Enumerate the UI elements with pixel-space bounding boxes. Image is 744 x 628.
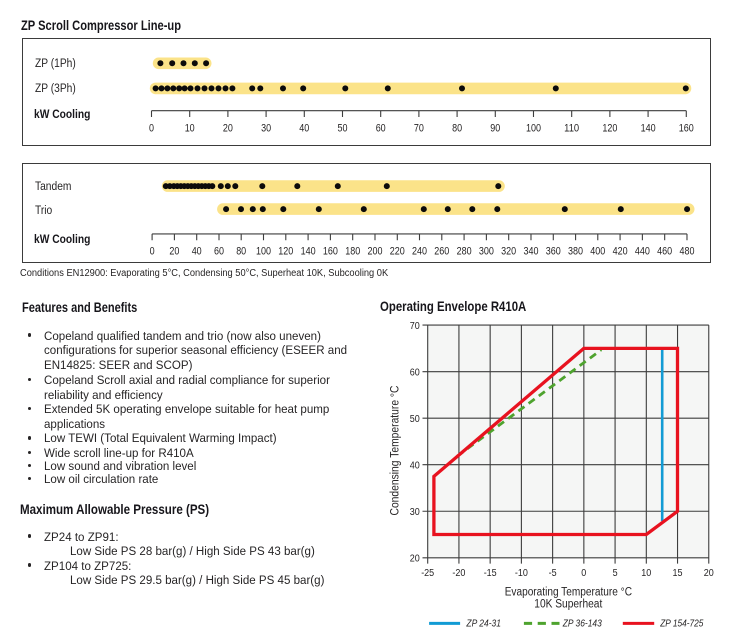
- svg-text:10: 10: [641, 568, 651, 579]
- svg-text:180: 180: [345, 246, 360, 258]
- svg-text:0: 0: [150, 246, 155, 258]
- svg-text:ZP 36-143: ZP 36-143: [562, 619, 602, 628]
- svg-text:460: 460: [657, 246, 672, 258]
- svg-text:0: 0: [581, 568, 586, 579]
- svg-text:160: 160: [323, 246, 338, 258]
- svg-text:140: 140: [301, 246, 316, 258]
- svg-text:ZP 24-31: ZP 24-31: [466, 619, 501, 628]
- svg-text:ZP 154-725: ZP 154-725: [659, 619, 703, 628]
- svg-text:120: 120: [603, 122, 618, 134]
- svg-text:420: 420: [613, 246, 628, 258]
- svg-text:60: 60: [214, 246, 224, 258]
- svg-text:140: 140: [641, 122, 656, 134]
- svg-text:40: 40: [192, 246, 202, 258]
- svg-text:0: 0: [149, 122, 154, 134]
- svg-text:30: 30: [261, 122, 271, 134]
- svg-text:60: 60: [376, 122, 386, 134]
- svg-text:Condensing Temperature °C: Condensing Temperature °C: [390, 386, 402, 516]
- svg-text:-20: -20: [452, 568, 465, 579]
- svg-text:-10: -10: [515, 568, 528, 579]
- svg-text:340: 340: [524, 246, 539, 258]
- svg-text:20: 20: [223, 122, 233, 134]
- svg-text:50: 50: [338, 122, 348, 134]
- svg-text:20: 20: [410, 554, 420, 565]
- svg-text:110: 110: [564, 122, 579, 134]
- svg-text:440: 440: [635, 246, 650, 258]
- svg-text:10: 10: [185, 122, 195, 134]
- svg-text:320: 320: [501, 246, 516, 258]
- svg-text:360: 360: [546, 246, 561, 258]
- svg-text:50: 50: [410, 414, 420, 425]
- svg-text:200: 200: [368, 246, 383, 258]
- svg-text:5: 5: [613, 568, 618, 579]
- svg-text:Evaporating Temperature °C: Evaporating Temperature °C: [505, 586, 632, 598]
- svg-text:480: 480: [680, 246, 695, 258]
- svg-text:10K Superheat: 10K Superheat: [534, 599, 603, 611]
- svg-text:-15: -15: [484, 568, 497, 579]
- svg-text:400: 400: [590, 246, 605, 258]
- svg-text:-25: -25: [421, 568, 434, 579]
- svg-text:70: 70: [410, 321, 420, 332]
- svg-text:15: 15: [673, 568, 683, 579]
- svg-text:30: 30: [410, 507, 420, 518]
- svg-text:20: 20: [170, 246, 180, 258]
- svg-text:220: 220: [390, 246, 405, 258]
- svg-text:100: 100: [256, 246, 271, 258]
- svg-text:80: 80: [236, 246, 246, 258]
- svg-text:260: 260: [434, 246, 449, 258]
- svg-text:100: 100: [526, 122, 541, 134]
- svg-text:60: 60: [410, 367, 420, 378]
- svg-text:240: 240: [412, 246, 427, 258]
- svg-text:-5: -5: [549, 568, 557, 579]
- svg-text:300: 300: [479, 246, 494, 258]
- svg-text:120: 120: [278, 246, 293, 258]
- svg-text:20: 20: [704, 568, 714, 579]
- svg-text:90: 90: [490, 122, 500, 134]
- svg-text:280: 280: [457, 246, 472, 258]
- svg-text:380: 380: [568, 246, 583, 258]
- svg-text:70: 70: [414, 122, 424, 134]
- svg-text:160: 160: [679, 122, 694, 134]
- svg-text:80: 80: [452, 122, 462, 134]
- svg-text:40: 40: [299, 122, 309, 134]
- svg-text:40: 40: [410, 461, 420, 472]
